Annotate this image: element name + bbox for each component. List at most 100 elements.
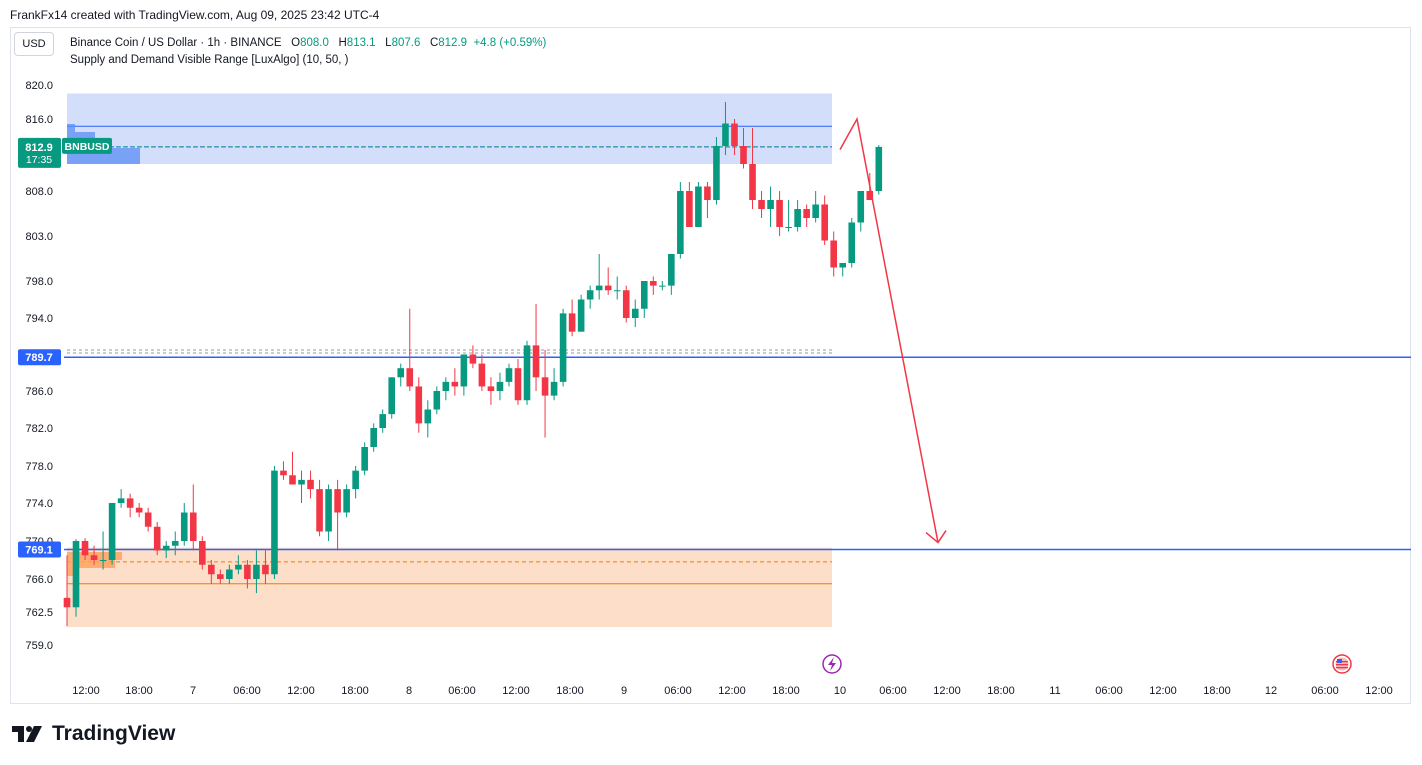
price-tick-label: 798.0 (25, 276, 53, 288)
candle-body (99, 560, 107, 561)
supply-profile-bar (67, 132, 95, 140)
time-tick-label: 8 (406, 685, 412, 697)
time-tick-label: 06:00 (1311, 685, 1339, 697)
candle-body (262, 564, 269, 575)
current-price-value: 812.9 (25, 142, 53, 154)
indicator-legend[interactable]: Supply and Demand Visible Range [LuxAlgo… (70, 54, 349, 66)
time-tick-label: 06:00 (664, 685, 692, 697)
us-flag-event-icon[interactable] (1332, 654, 1352, 674)
low-label: L (385, 37, 392, 49)
candle-body (577, 299, 585, 332)
current-price-badge (18, 137, 61, 168)
candle-body (235, 564, 242, 570)
open-label: O (291, 37, 301, 49)
low-value: 807.6 (391, 37, 421, 49)
candle-body (316, 489, 323, 532)
price-tick-label: 786.0 (25, 386, 53, 398)
candle-body (117, 498, 125, 503)
time-tick-label: 18:00 (772, 685, 800, 697)
candle-body (541, 377, 549, 396)
candle-body (677, 191, 684, 254)
candle-body (650, 281, 657, 286)
supply-zone (67, 93, 832, 164)
price-tick-label: 766.0 (25, 574, 53, 586)
candle-body (415, 386, 423, 424)
candle-body (108, 503, 116, 560)
candle-body (424, 409, 432, 424)
price-tick-label: 820.0 (25, 80, 53, 92)
price-tick-label: 782.0 (25, 423, 53, 435)
candle-body (271, 470, 278, 575)
currency-button[interactable]: USD (14, 32, 54, 56)
price-tick-label: 762.5 (25, 607, 53, 619)
candle-body (496, 381, 504, 391)
candle-body (695, 186, 702, 227)
brand-name: TradingView (52, 722, 176, 745)
candle-body (406, 368, 414, 387)
time-tick-label: 12:00 (1149, 685, 1177, 697)
demand-profile-bar (67, 568, 78, 576)
time-tick-label: 06:00 (1095, 685, 1123, 697)
candle-body (767, 200, 774, 209)
price-tick-label: 808.0 (25, 186, 53, 198)
time-tick-label: 12 (1265, 685, 1277, 697)
price-axis: 820.0 816.0 808.0 803.0 798.0 794.0 786.0 782.0… (25, 80, 53, 652)
open-value: 808.0 (300, 37, 329, 49)
candle-body (550, 381, 558, 396)
candle-body (171, 541, 179, 546)
symbol-description: Binance Coin / US Dollar · 1h · BINANCE (70, 37, 282, 49)
levels-layer (64, 146, 1411, 551)
candle-body (686, 191, 693, 227)
candle-body (640, 281, 648, 309)
candle-body (559, 313, 567, 382)
time-tick-label: 10 (834, 685, 846, 697)
candle-body (226, 569, 233, 579)
zones-layer (67, 93, 832, 628)
candle-body (595, 285, 603, 291)
time-tick-label: 18:00 (125, 685, 153, 697)
candles-layer (63, 102, 883, 627)
price-tick-label: 816.0 (25, 114, 53, 126)
candle-body (397, 368, 405, 378)
symbol-ohlc-line: Binance Coin / US Dollar · 1h · BINANCE … (70, 35, 546, 52)
time-tick-label: 11 (1049, 685, 1060, 697)
time-tick-label: 12:00 (502, 685, 530, 697)
candle-body (162, 545, 170, 551)
candle-body (189, 512, 197, 541)
candle-body (217, 574, 224, 579)
chart-legend: Binance Coin / US Dollar · 1h · BINANCE … (70, 35, 546, 69)
high-label: H (338, 37, 347, 49)
lightning-event-icon[interactable] (822, 654, 842, 674)
candle-body (343, 489, 350, 513)
attribution-text: FrankFx14 created with TradingView.com, … (10, 8, 380, 22)
time-tick-label: 18:00 (987, 685, 1015, 697)
candle-body (532, 345, 540, 378)
candle-body (144, 512, 152, 527)
candle-body (622, 290, 630, 318)
time-tick-label: 7 (190, 685, 196, 697)
candle-body (487, 386, 495, 391)
time-tick-label: 12:00 (287, 685, 315, 697)
candle-body (334, 489, 341, 513)
time-tick-label: 12:00 (933, 685, 961, 697)
time-tick-label: 12:00 (718, 685, 746, 697)
tradingview-logo[interactable]: TradingView (12, 722, 175, 746)
candle-body (180, 512, 188, 541)
candle-body (460, 354, 468, 387)
candle-body (325, 489, 332, 532)
level-price-value: 789.7 (25, 352, 53, 364)
price-tick-label: 774.0 (25, 498, 53, 510)
candle-body (758, 200, 765, 209)
candle-body (631, 308, 639, 318)
candle-body (469, 354, 477, 364)
event-marks (822, 654, 1352, 674)
candle-body (821, 204, 828, 241)
candle-body (126, 498, 134, 508)
candle-body (523, 345, 531, 401)
forecast-arrow-path (839, 116, 939, 543)
candle-body (63, 597, 71, 608)
candle-body (866, 191, 874, 200)
candle-body (830, 240, 837, 268)
price-tick-label: 759.0 (25, 640, 53, 652)
